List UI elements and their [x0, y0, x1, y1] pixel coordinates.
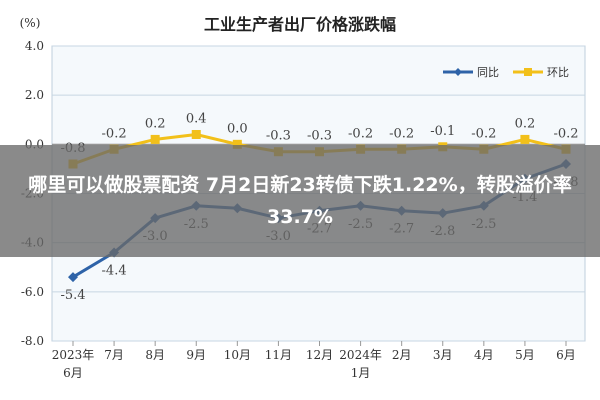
data-label-环比: -0.2 [102, 126, 127, 141]
data-point-环比 [191, 130, 201, 139]
y-tick-label: -8.0 [21, 334, 44, 348]
data-label-环比: -0.2 [471, 126, 496, 141]
x-tick-label: 7月 [104, 348, 124, 362]
headline-overlay: 哪里可以做股票配资 7月2日新23转债下跌1.22%，转股溢价率33.7% [0, 145, 600, 257]
data-point-环比 [150, 134, 160, 144]
data-label-环比: 0.2 [145, 116, 166, 131]
x-tick-label: 2024年 [339, 348, 382, 362]
data-label-环比: 0.4 [186, 112, 207, 127]
headline-text: 哪里可以做股票配资 7月2日新23转债下跌1.22%，转股溢价率33.7% [28, 174, 572, 228]
data-label-环比: -0.3 [307, 129, 332, 144]
legend-label-环比: 环比 [547, 66, 569, 79]
x-tick-label: 8月 [145, 348, 165, 362]
x-tick-label-line2: 1月 [351, 366, 371, 380]
data-label-环比: -0.2 [553, 126, 578, 141]
data-label-环比: -0.2 [389, 126, 414, 141]
x-tick-label: 2月 [392, 348, 412, 362]
y-axis-unit: (%) [20, 16, 41, 30]
x-tick-label: 4月 [474, 348, 494, 362]
chart-title: 工业生产者出厂价格涨跌幅 [204, 15, 396, 34]
data-label-同比: -5.4 [60, 288, 85, 303]
data-point-环比 [520, 134, 530, 144]
x-tick-label: 9月 [186, 348, 206, 362]
data-point-同比 [68, 272, 78, 283]
y-tick-label: 2.0 [25, 88, 44, 102]
data-label-环比: 0.2 [515, 116, 536, 131]
x-tick-label: 6月 [556, 348, 576, 362]
x-tick-label: 5月 [515, 348, 535, 362]
y-tick-label: -6.0 [21, 285, 44, 299]
data-label-环比: -0.2 [348, 126, 373, 141]
legend-label-同比: 同比 [477, 66, 499, 79]
x-tick-label: 3月 [433, 348, 453, 362]
data-label-环比: 0.0 [227, 121, 248, 136]
x-tick-label: 2023年 [52, 348, 95, 362]
x-tick-label: 12月 [306, 348, 333, 362]
legend-marker-同比 [454, 68, 462, 76]
y-tick-label: 4.0 [25, 39, 44, 53]
data-point-环比 [232, 139, 242, 149]
legend-marker-环比 [524, 68, 532, 76]
x-tick-label: 10月 [224, 348, 251, 362]
data-label-环比: -0.1 [430, 124, 455, 139]
data-label-同比: -4.4 [102, 264, 127, 279]
x-tick-label-line2: 6月 [63, 366, 83, 380]
x-tick-label: 11月 [265, 348, 292, 362]
data-label-环比: -0.3 [266, 129, 291, 144]
